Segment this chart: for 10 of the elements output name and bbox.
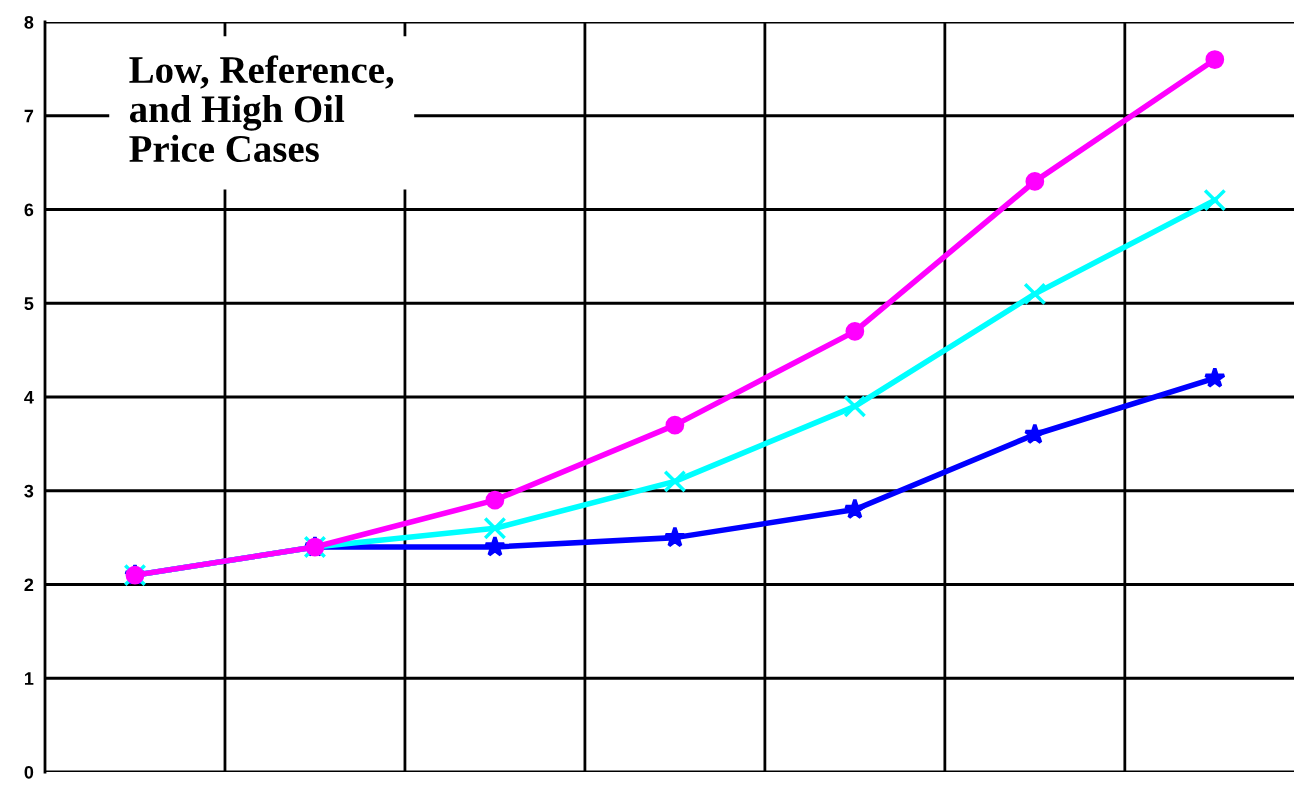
y-tick-label: 4 <box>24 391 34 404</box>
y-tick-label: 0 <box>24 765 34 779</box>
y-tick-label: 5 <box>24 297 34 310</box>
y-tick-label: 7 <box>24 109 34 123</box>
text: Low, Reference, and High Oil Price Cases <box>129 55 394 163</box>
y-tick-label: 2 <box>24 578 34 592</box>
y-tick-label: 6 <box>24 203 34 217</box>
y-tick-label: 8 <box>24 15 34 29</box>
y-tick-label: 1 <box>24 672 34 685</box>
y-tick-label: 3 <box>24 484 34 498</box>
